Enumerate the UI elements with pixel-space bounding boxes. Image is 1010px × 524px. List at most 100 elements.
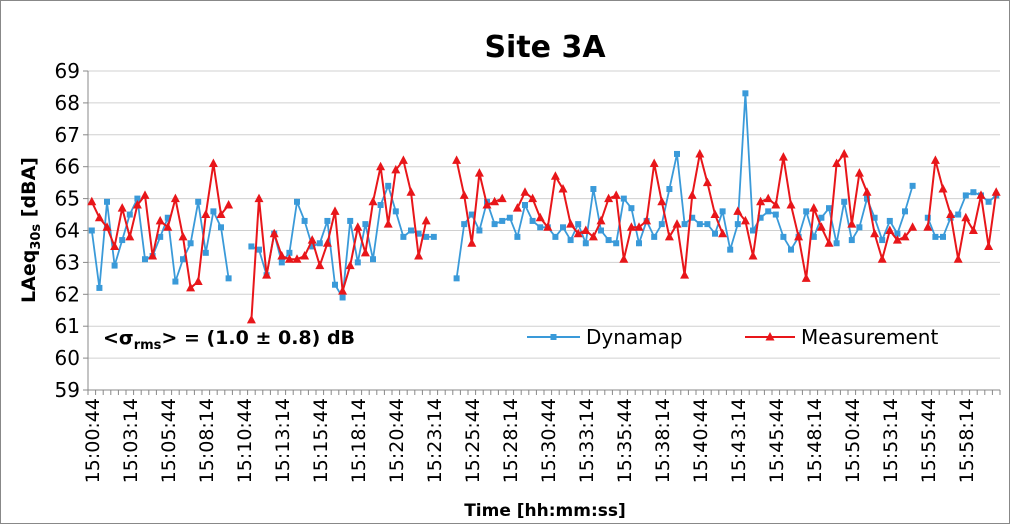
- marker: [649, 158, 659, 168]
- marker: [360, 247, 370, 257]
- marker: [315, 260, 325, 270]
- marker: [801, 273, 811, 282]
- marker: [619, 254, 629, 263]
- marker: [385, 182, 392, 189]
- x-tick-label: 15:55:44: [918, 398, 940, 483]
- chart-title: Site 3A: [484, 30, 606, 65]
- marker: [537, 224, 544, 231]
- x-tick-label: 15:50:44: [842, 398, 864, 483]
- marker: [278, 259, 285, 266]
- marker: [970, 189, 977, 196]
- marker: [900, 231, 910, 241]
- marker: [961, 212, 971, 222]
- marker: [163, 222, 173, 231]
- marker: [955, 211, 962, 218]
- annotation-post: > = (1.0 ± 0.8) dB: [161, 327, 355, 349]
- marker: [924, 214, 931, 221]
- x-tick-label: 15:53:14: [880, 398, 902, 483]
- marker: [575, 221, 582, 228]
- marker: [894, 230, 901, 237]
- marker: [689, 214, 696, 221]
- marker: [497, 193, 507, 203]
- marker: [566, 219, 576, 228]
- marker: [672, 219, 682, 228]
- marker: [522, 201, 528, 208]
- marker: [598, 227, 604, 234]
- marker: [892, 235, 902, 244]
- marker: [520, 187, 530, 196]
- x-tick-label: 15:48:14: [804, 398, 826, 483]
- marker: [786, 199, 796, 209]
- marker: [461, 221, 468, 228]
- x-axis-title: Time [hh:mm:ss]: [464, 501, 626, 521]
- marker: [195, 198, 202, 205]
- marker: [193, 276, 203, 286]
- marker: [330, 206, 340, 215]
- marker: [727, 246, 734, 253]
- marker: [704, 221, 711, 228]
- marker: [826, 205, 832, 212]
- marker: [421, 215, 431, 225]
- marker: [414, 251, 424, 260]
- x-tick-label: 15:15:44: [310, 398, 332, 483]
- marker: [772, 211, 779, 218]
- marker: [832, 158, 842, 168]
- marker: [968, 225, 978, 234]
- marker: [499, 217, 506, 224]
- marker: [946, 209, 956, 219]
- marker: [126, 211, 133, 218]
- marker: [316, 240, 323, 247]
- marker: [354, 259, 361, 266]
- marker: [284, 254, 294, 263]
- marker: [459, 190, 469, 199]
- marker: [985, 198, 992, 205]
- y-tick-label: 64: [55, 219, 80, 243]
- marker: [833, 240, 840, 247]
- x-tick-label: 15:35:44: [614, 398, 636, 483]
- marker: [294, 198, 300, 205]
- marker: [307, 235, 317, 244]
- marker: [871, 214, 878, 221]
- legend-label: Measurement: [801, 325, 938, 349]
- marker: [839, 148, 849, 158]
- marker: [142, 256, 148, 263]
- marker: [734, 221, 741, 228]
- marker: [423, 233, 430, 240]
- y-tick-label: 60: [55, 346, 80, 370]
- marker: [406, 187, 416, 196]
- x-tick-label: 15:10:44: [234, 398, 256, 483]
- marker: [225, 275, 232, 282]
- marker: [588, 231, 598, 241]
- marker: [119, 237, 126, 244]
- y-tick-label: 67: [55, 123, 80, 147]
- marker: [550, 171, 560, 180]
- marker: [573, 228, 583, 238]
- marker: [376, 161, 386, 171]
- marker: [702, 177, 712, 187]
- marker: [613, 240, 620, 247]
- marker: [847, 219, 857, 228]
- marker: [856, 224, 863, 231]
- marker: [932, 233, 939, 240]
- y-tick-label: 68: [55, 91, 80, 115]
- x-tick-label: 15:45:44: [766, 398, 788, 483]
- marker: [687, 190, 697, 199]
- marker: [658, 221, 665, 228]
- y-tick-label: 59: [55, 378, 80, 402]
- marker: [991, 187, 1001, 196]
- annotation-pre: <σ: [103, 327, 134, 349]
- marker: [870, 228, 880, 238]
- marker: [476, 227, 483, 234]
- marker: [490, 196, 500, 206]
- marker: [201, 209, 211, 219]
- marker: [512, 203, 522, 212]
- marker: [94, 212, 104, 222]
- marker: [467, 238, 477, 247]
- marker: [664, 231, 674, 241]
- marker: [186, 282, 196, 292]
- marker: [140, 190, 150, 199]
- marker: [339, 294, 346, 301]
- marker: [718, 228, 728, 238]
- marker: [398, 155, 408, 164]
